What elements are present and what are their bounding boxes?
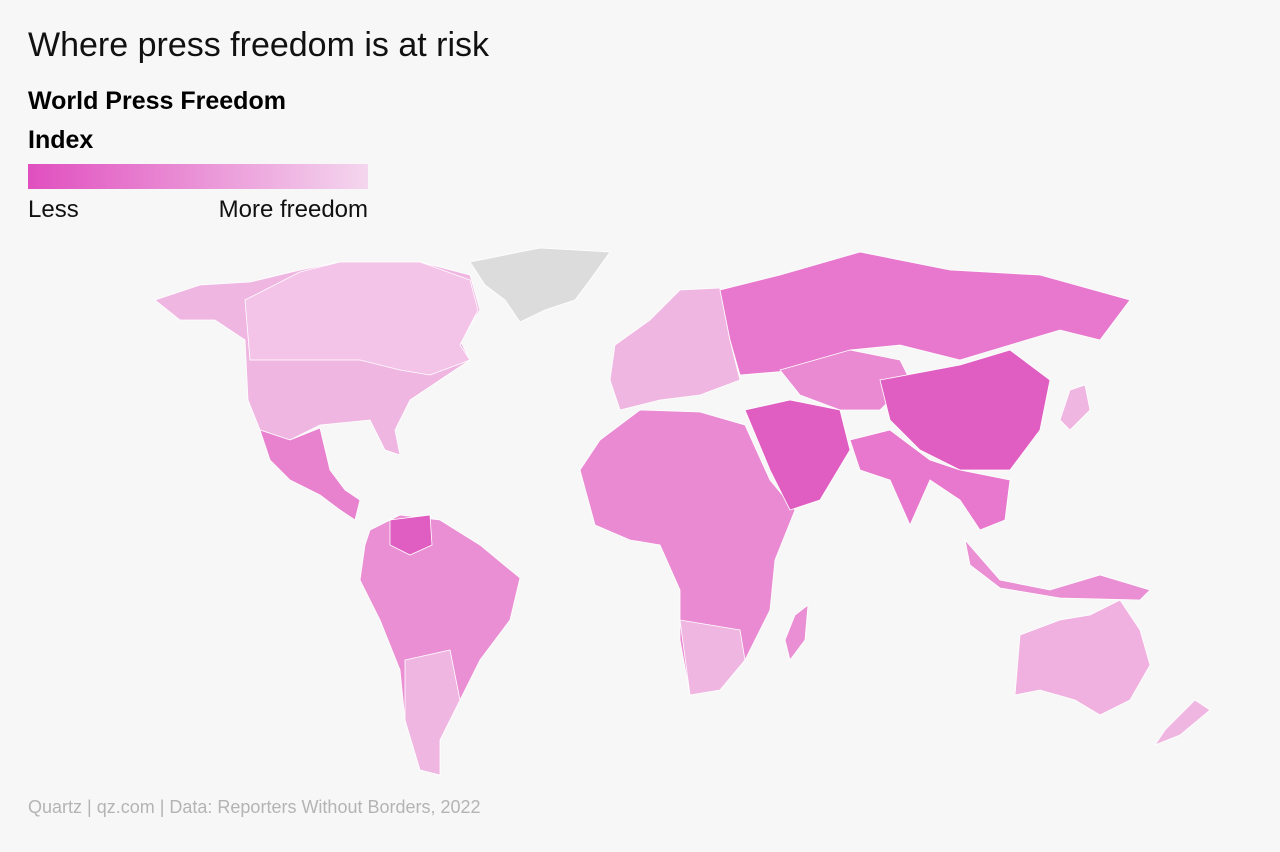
india-southeast-asia bbox=[849, 429, 1011, 531]
legend-title: World Press Freedom Index bbox=[28, 87, 286, 154]
mexico-central-america bbox=[259, 427, 361, 521]
canada bbox=[244, 261, 479, 376]
australia bbox=[1014, 599, 1151, 716]
japan bbox=[1059, 384, 1091, 431]
africa bbox=[579, 409, 796, 696]
southern-cone bbox=[404, 649, 461, 776]
southern-africa bbox=[679, 619, 746, 696]
china bbox=[879, 349, 1051, 471]
indonesia bbox=[964, 538, 1151, 601]
legend-high-label: More freedom bbox=[218, 196, 368, 223]
new-zealand bbox=[1153, 699, 1211, 746]
legend-gradient bbox=[28, 164, 368, 189]
madagascar bbox=[784, 604, 809, 661]
russia bbox=[719, 251, 1131, 376]
middle-east bbox=[744, 399, 851, 511]
venezuela bbox=[389, 514, 433, 556]
source: Quartz | qz.com | Data: Reporters Withou… bbox=[28, 797, 481, 817]
legend-low-label: Less bbox=[28, 196, 79, 223]
greenland bbox=[469, 247, 611, 323]
title: Where press freedom is at risk bbox=[28, 26, 490, 64]
europe bbox=[609, 287, 741, 411]
